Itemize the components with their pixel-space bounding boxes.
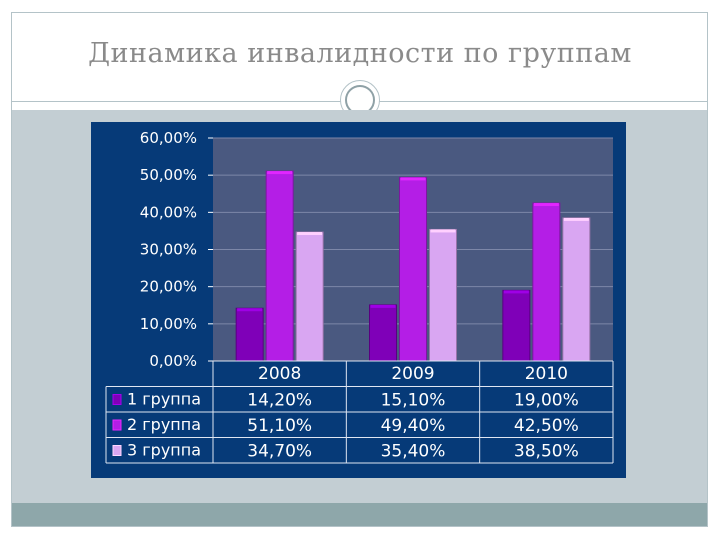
- bar-chart: 0,00% 10,00% 20,00% 30,00% 40,00% 50,00% 60,00…: [105, 129, 614, 464]
- legend-label: 2 группа: [127, 415, 201, 434]
- bar: [562, 217, 591, 362]
- legend-label: 1 группа: [127, 390, 201, 409]
- chart-area: 0,00% 10,00% 20,00% 30,00% 40,00% 50,00% 60,00…: [91, 122, 626, 478]
- bar-highlight: [563, 217, 589, 221]
- slide-footer-bar: [12, 503, 707, 526]
- x-category-label: 2010: [525, 364, 568, 384]
- bar-highlight: [400, 177, 426, 181]
- legend-swatch: [112, 419, 122, 431]
- bar: [265, 170, 294, 362]
- legend-label: 3 группа: [127, 441, 201, 460]
- y-tick-label: 50,00%: [140, 166, 197, 184]
- y-tick-label: 60,00%: [140, 129, 197, 147]
- y-tick-label: 40,00%: [140, 203, 197, 221]
- bar: [235, 307, 264, 362]
- data-label: 42,50%: [514, 416, 579, 436]
- bar-highlight: [237, 308, 263, 312]
- bar-highlight: [267, 171, 293, 175]
- data-label: 14,20%: [247, 391, 312, 411]
- data-label: 35,40%: [381, 442, 446, 462]
- bar: [295, 231, 324, 362]
- data-label: 51,10%: [247, 416, 312, 436]
- legend-swatch: [112, 445, 122, 456]
- bar: [532, 202, 561, 362]
- y-tick-label: 10,00%: [140, 315, 197, 333]
- data-label: 34,70%: [247, 442, 312, 462]
- bar-highlight: [533, 203, 559, 207]
- y-tick-label: 0,00%: [149, 352, 197, 370]
- bar: [429, 228, 457, 362]
- bar: [502, 289, 531, 362]
- y-tick-label: 20,00%: [140, 278, 197, 296]
- bar-highlight: [430, 229, 456, 233]
- legend-swatch: [112, 394, 122, 405]
- x-category-label: 2008: [258, 364, 301, 384]
- bar-highlight: [370, 304, 396, 308]
- bar-highlight: [297, 232, 323, 236]
- slide-title: Динамика инвалидности по группам: [88, 38, 632, 69]
- bar: [399, 176, 427, 362]
- data-label: 38,50%: [514, 442, 579, 462]
- data-label: 49,40%: [381, 416, 446, 436]
- bar-highlight: [503, 290, 529, 294]
- x-category-label: 2009: [391, 364, 434, 384]
- data-label: 15,10%: [381, 391, 446, 411]
- bar: [369, 304, 397, 362]
- data-label: 19,00%: [514, 391, 579, 411]
- y-tick-label: 30,00%: [140, 241, 197, 259]
